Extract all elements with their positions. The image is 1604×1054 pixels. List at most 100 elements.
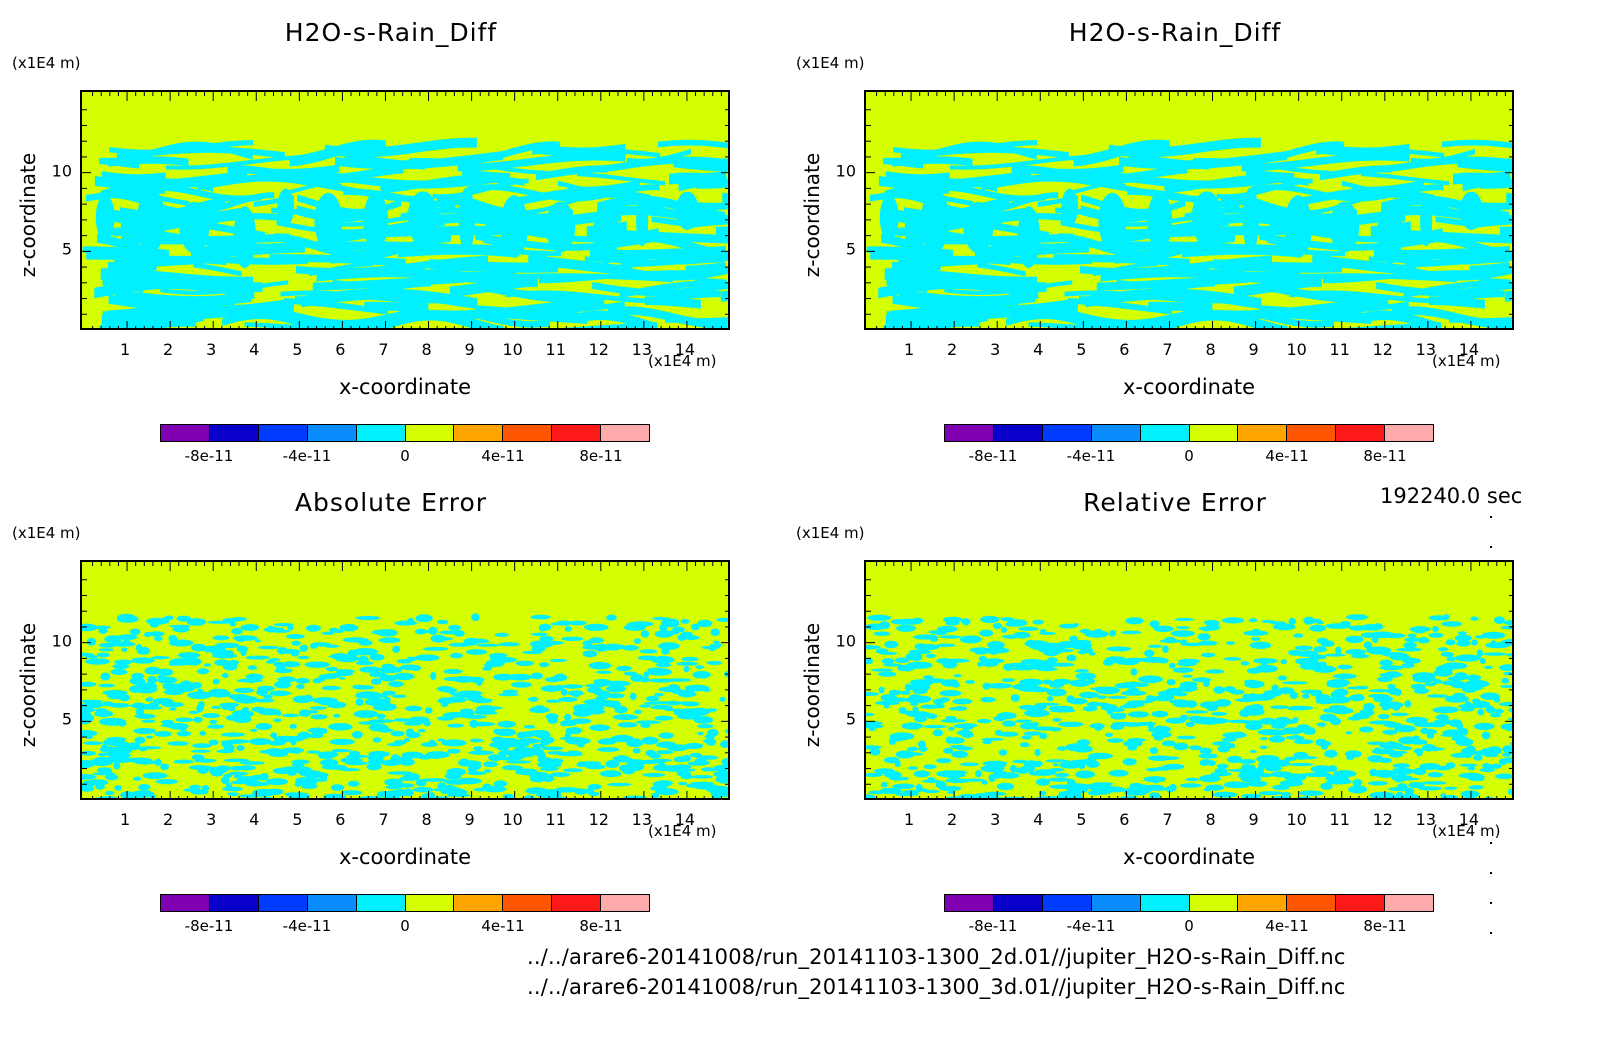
field-speckle [1277,675,1287,681]
field-speckle [657,799,676,800]
field-speckle [1293,633,1304,638]
field-speckle [323,793,347,798]
field-speckle [167,741,189,746]
field-speckle [359,666,382,673]
field-speckle [1509,741,1512,746]
x-axis-label: x-coordinate [1122,845,1255,869]
time-label: 192240.0 sec [1380,484,1523,508]
field-speckle [310,729,328,735]
field-speckle [716,617,728,622]
colorbar-swatch [1042,895,1092,911]
field-blob [1098,192,1127,250]
field-speckle [436,619,449,625]
field-speckle [352,648,379,656]
x-tick-label: 13 [1415,810,1437,829]
field-speckle [959,635,982,644]
field-speckle [367,719,387,724]
field-speckle [254,698,275,703]
field-speckle [923,724,947,729]
field-speckle [676,661,699,666]
field-speckle [467,771,486,776]
field-speckle [430,672,437,680]
field-speckle [382,790,403,798]
field-speckle [1327,765,1338,772]
colorbar-swatch [1385,425,1434,441]
field-speckle [1280,659,1287,665]
field-speckle [1446,656,1456,662]
field-speckle [157,675,165,679]
field-speckle [1176,798,1191,800]
field-speckle [212,678,220,685]
field-speckle [321,685,341,691]
field-speckle [706,708,718,712]
dot-marker [1490,932,1492,934]
field-speckle [626,739,643,748]
field-speckle [340,757,363,764]
field-speckle [175,717,194,722]
field-speckle [97,767,112,774]
field-speckle [1383,750,1408,754]
field-speckle [607,782,632,787]
field-speckle [558,697,578,702]
field-speckle [1443,794,1459,798]
field-speckle [605,680,631,687]
field-speckle [110,641,136,647]
field-speckle [655,780,673,786]
colorbar-label: -8e-11 [968,447,1018,465]
field-blob [593,202,619,264]
field-speckle [221,742,233,747]
field-speckle [1310,765,1333,773]
field-speckle [866,794,876,798]
colorbar-swatch [1238,895,1288,911]
x-tick-label: 5 [1076,340,1087,359]
field-speckle [881,781,888,788]
field-speckle [697,731,704,736]
x-tick-label: 12 [588,340,609,359]
field-speckle [539,737,552,746]
field-speckle [393,672,415,681]
field-speckle [339,624,359,632]
field-speckle [1433,765,1452,771]
field-speckle [516,731,526,739]
field-speckle [323,673,341,679]
field-speckle [208,739,219,746]
field-speckle [355,615,381,621]
colorbar-swatch [601,425,650,441]
field-speckle [621,645,639,651]
field-speckle [331,749,351,753]
field-speckle [317,751,339,758]
field-speckle [355,691,382,699]
field-speckle [710,628,720,636]
y-tick-label: 5 [61,709,72,729]
field-speckle [189,784,201,790]
field-speckle [101,744,108,751]
field-speckle [503,795,511,798]
field-speckle [556,620,572,626]
field-speckle [640,630,650,638]
field-speckle [493,780,508,787]
field-speckle [102,701,115,707]
field-speckle [221,776,230,784]
field-speckle [107,757,134,763]
field-speckle [449,692,458,696]
field-speckle [160,723,185,728]
field-speckle [325,666,339,672]
field-speckle [1477,708,1485,716]
field-speckle [94,710,114,718]
field-speckle [106,736,127,742]
field-speckle [557,753,583,757]
field-speckle [112,746,137,751]
field-speckle [82,774,97,780]
field-speckle [584,623,609,631]
field-speckle [1372,636,1379,643]
field-speckle [258,796,275,798]
field-speckle [1502,752,1512,757]
field-speckle [297,655,310,660]
field-speckle [1288,776,1296,782]
field-speckle [289,724,297,729]
field-speckle [1346,614,1368,621]
field-speckle [1483,753,1499,758]
field-speckle [1413,687,1430,694]
field-speckle [1019,678,1044,686]
field-speckle [231,627,243,635]
